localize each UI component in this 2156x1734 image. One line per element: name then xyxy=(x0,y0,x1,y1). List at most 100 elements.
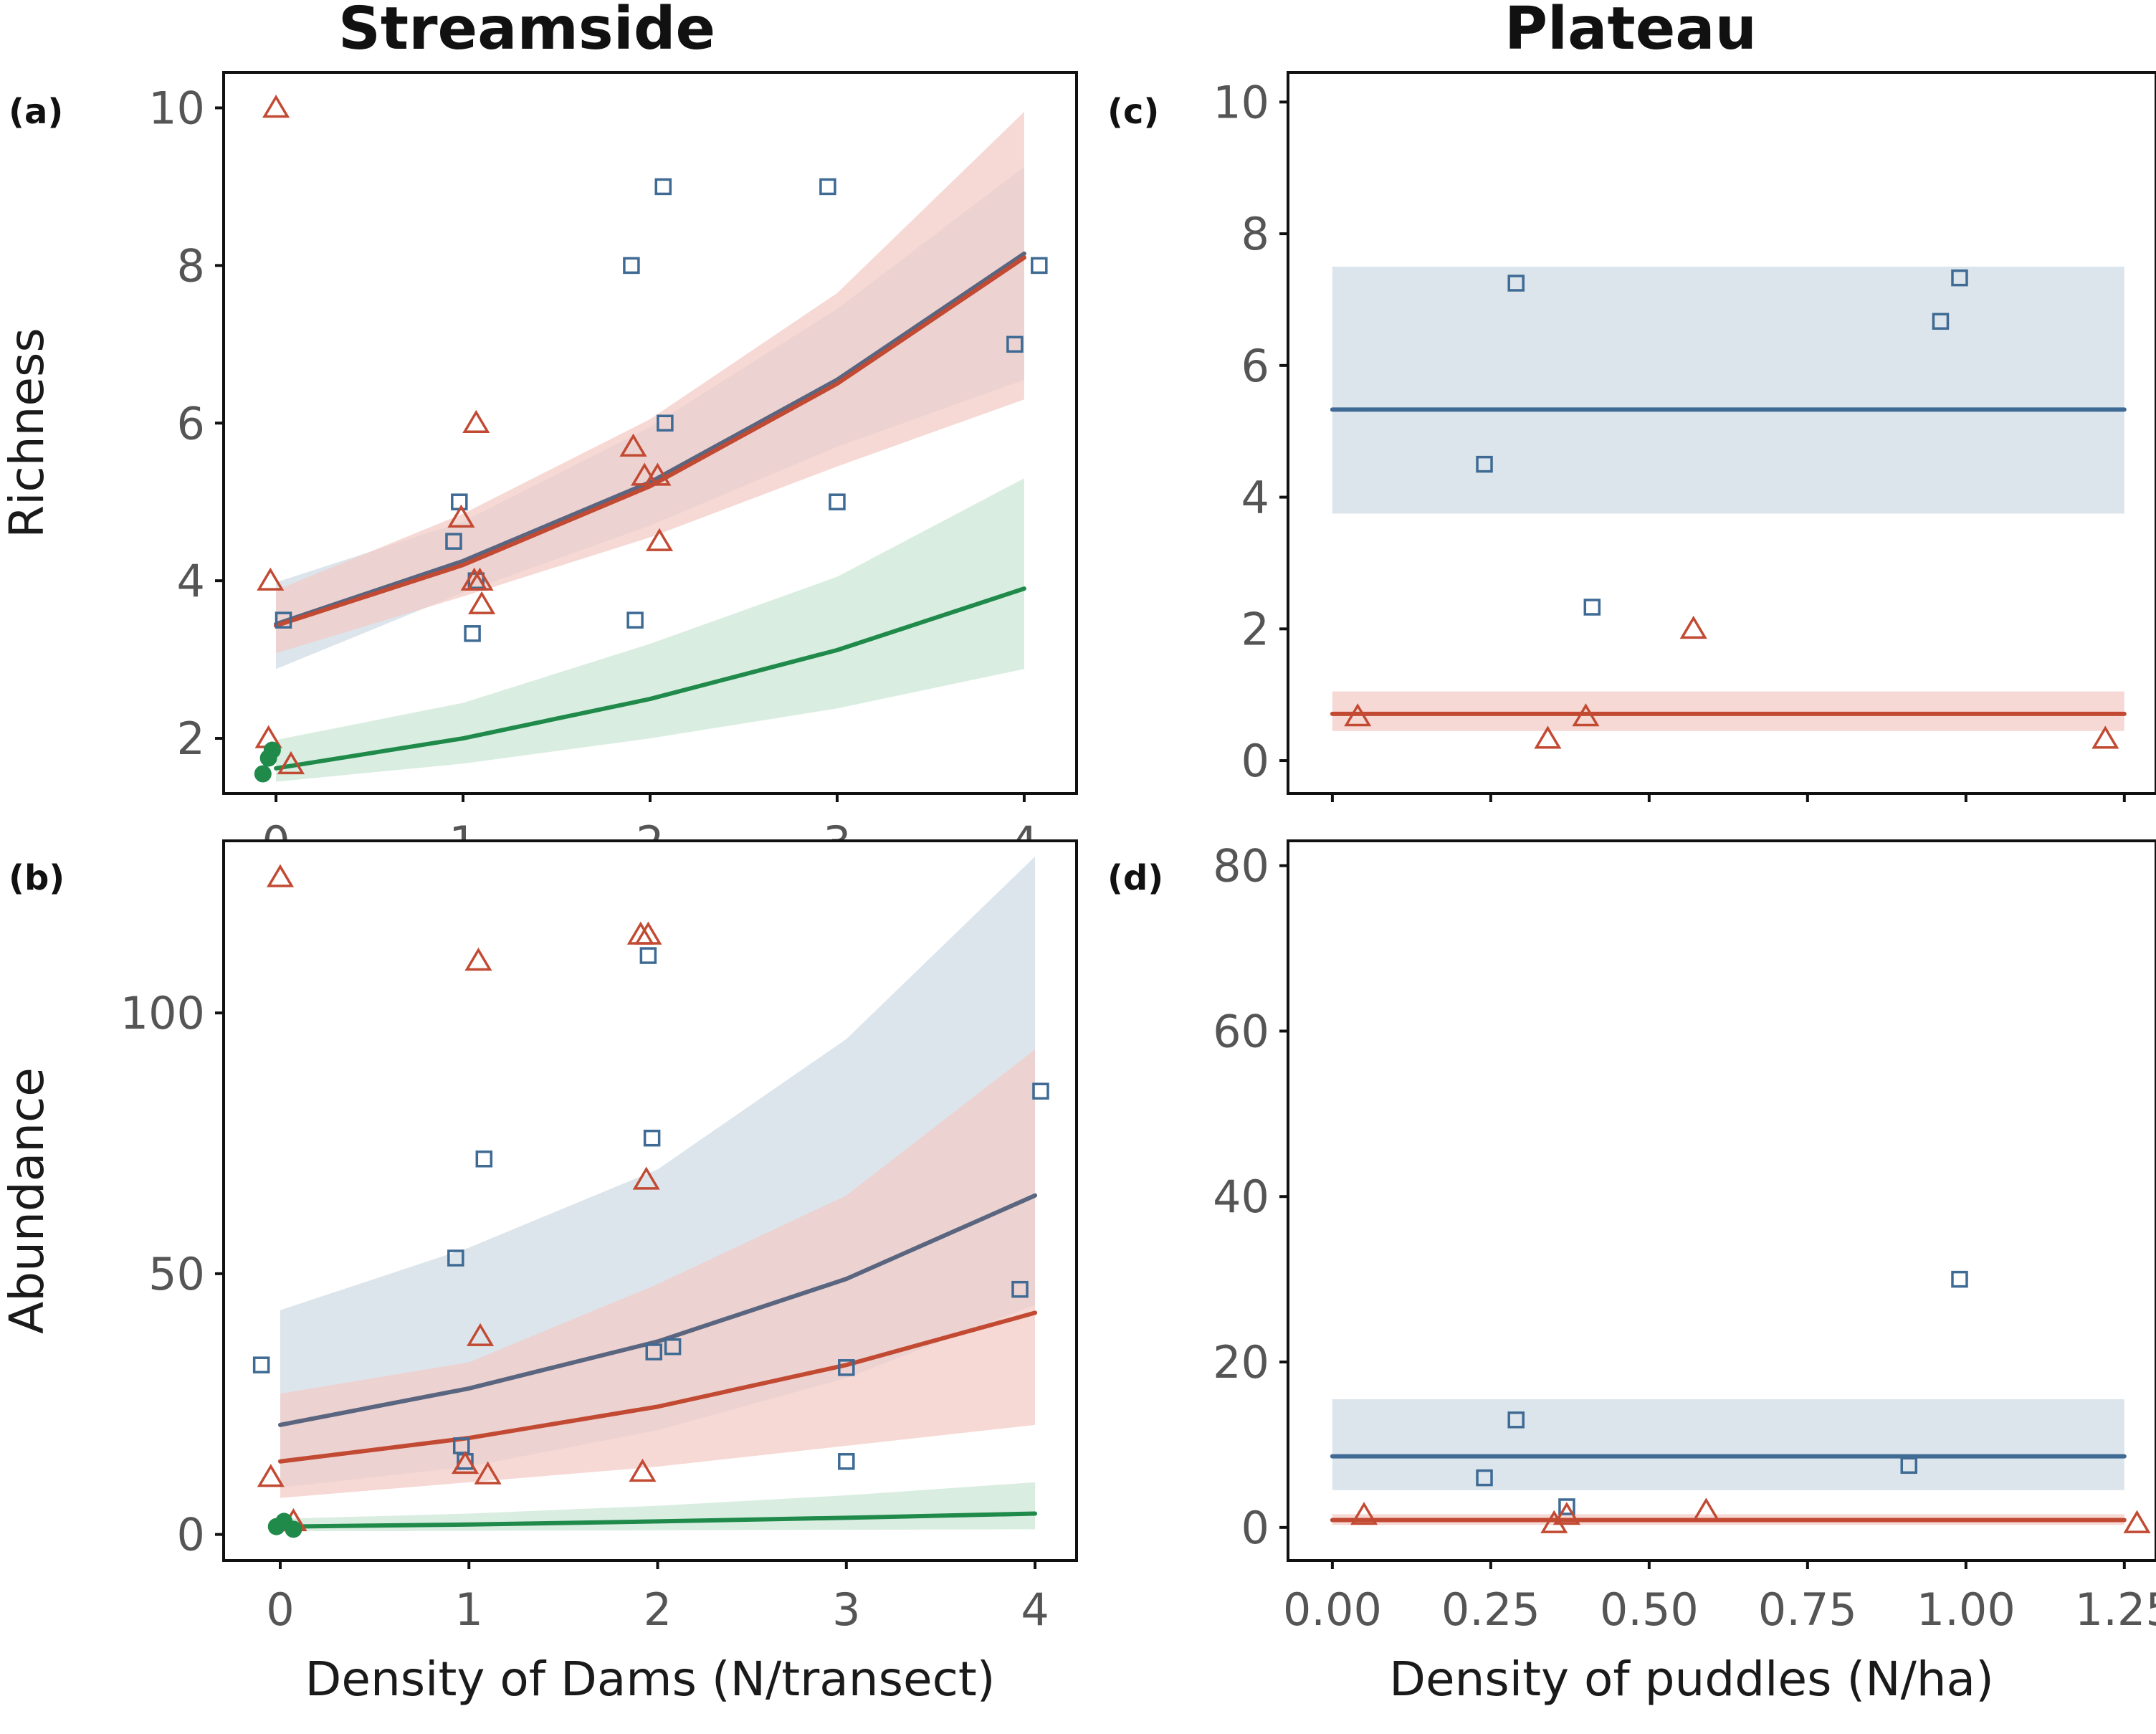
panel-a-point-square xyxy=(626,611,644,629)
panel-a-point-triangle xyxy=(644,462,672,486)
panel-b-point-triangle xyxy=(464,947,492,971)
panel-d-xtick-label: 0.50 xyxy=(1600,1583,1699,1636)
panel-d-ytick-label: 0 xyxy=(1241,1502,1269,1554)
panel-a-ytick-label: 6 xyxy=(177,397,205,449)
panel-d-point-triangle xyxy=(1692,1497,1720,1521)
panel-b-plot-area xyxy=(277,856,1038,1532)
panel-a-point-square xyxy=(275,611,292,629)
panel-d-point-triangle xyxy=(1350,1502,1378,1525)
panel-b-x-axis-title: Density of Dams (N/transect) xyxy=(305,1652,996,1707)
panel-a-point-square xyxy=(464,625,481,642)
panel-b-xtick-label: 1 xyxy=(455,1583,483,1636)
panel-b-point-triangle xyxy=(266,864,295,887)
panel-b-point-square xyxy=(643,1129,661,1147)
panel-c-ytick-label: 4 xyxy=(1241,472,1269,524)
panel-a-band-triangles xyxy=(276,111,1024,654)
panel-d-ytick-label: 20 xyxy=(1213,1336,1269,1388)
panel-a-fit-line-squares xyxy=(274,251,1026,627)
panel-b-fit-line-triangles xyxy=(277,1310,1038,1464)
panel-a-point-square xyxy=(654,178,672,196)
panel-c-point-square xyxy=(1476,455,1493,473)
panel-c-ytick-label: 8 xyxy=(1241,208,1269,260)
panel-d-point-square xyxy=(1558,1498,1575,1515)
panel-b-xtick-label: 3 xyxy=(832,1583,860,1636)
panel-d-xtick-label: 0.25 xyxy=(1441,1583,1540,1636)
panel-c-point-triangle xyxy=(2091,725,2119,749)
panel-c-ytick-label: 0 xyxy=(1241,735,1269,787)
panel-a-point-square xyxy=(1006,335,1024,353)
panel-a-point-square xyxy=(657,414,674,432)
panel-c-point-square xyxy=(1583,599,1601,616)
panel-d: 0 20 40 60 80 0.00 0.25 0.50 0.75 1.00 1.25 (d) Dens… xyxy=(1107,839,2156,1707)
panel-d-point-triangle xyxy=(2123,1510,2151,1533)
panel-d-point-triangle xyxy=(1552,1502,1581,1525)
panel-c-point-triangle xyxy=(1344,703,1372,727)
panel-b-point-triangle xyxy=(451,1450,480,1475)
panel-d-ytick-label: 80 xyxy=(1213,840,1269,892)
panel-b-point-square xyxy=(838,1453,855,1470)
panel-a-fit-line-triangles xyxy=(274,255,1026,628)
panel-b-ytick-label: 50 xyxy=(148,1248,205,1300)
panel-a-point-triangle xyxy=(257,567,285,591)
panel-c-band-triangles xyxy=(1332,691,2124,731)
panel-b-point-square xyxy=(838,1359,855,1376)
panel-b-point-square xyxy=(639,947,657,964)
panel-c-point-triangle xyxy=(1572,703,1600,727)
panel-a-point-triangle xyxy=(619,433,647,457)
panel-c-ytick-label: 2 xyxy=(1241,603,1269,655)
panel-b-point-square xyxy=(645,1343,663,1361)
panel-c-point-triangle xyxy=(1534,725,1562,749)
panel-b-point-square xyxy=(447,1249,464,1267)
panel-d-point-square xyxy=(1476,1469,1493,1487)
panel-b-point-triangle xyxy=(629,1458,657,1482)
panel-b-point-square xyxy=(252,1356,270,1373)
panel-a-point-triangle xyxy=(645,528,674,551)
panel-c-point-triangle xyxy=(1679,615,1707,639)
panel-d-xtick-label: 0.00 xyxy=(1283,1583,1382,1636)
panel-b-y-axis-title: Abundance xyxy=(0,1067,54,1334)
panel-d-xtick-label: 1.25 xyxy=(2075,1583,2156,1636)
panel-b-label: (b) xyxy=(9,858,65,898)
panel-a-point-triangle xyxy=(277,751,305,775)
panel-a-point-square xyxy=(445,533,462,550)
panel-a-ytick-label: 8 xyxy=(177,239,205,292)
panel-b-xtick-label: 4 xyxy=(1021,1583,1049,1636)
column-title-streamside: Streamside xyxy=(338,0,715,63)
panel-b-point-square xyxy=(452,1437,470,1454)
panel-c-plot-area xyxy=(1330,267,2127,731)
panel-b-point-triangle xyxy=(632,1166,660,1190)
panel-b-point-square xyxy=(664,1338,682,1356)
panel-a-point-square xyxy=(829,493,846,510)
panel-c-point-square xyxy=(1932,313,1950,330)
panel-b-point-square xyxy=(475,1151,493,1168)
panel-c-point-square xyxy=(1951,269,1968,287)
panel-d-xtick-label: 0.75 xyxy=(1758,1583,1857,1636)
panel-a-point-circle xyxy=(263,741,281,759)
panel-a-label: (a) xyxy=(9,92,63,132)
panel-d-x-axis-title: Density of puddles (N/ha) xyxy=(1389,1652,1994,1707)
panel-a-point-circle xyxy=(254,765,272,783)
panel-a-point-triangle xyxy=(447,504,475,528)
panel-a-point-square xyxy=(623,257,640,275)
panel-b-xtick-label: 0 xyxy=(266,1583,294,1636)
panel-b-point-triangle xyxy=(466,1323,495,1346)
panel-b-xtick-label: 2 xyxy=(644,1583,672,1636)
panel-a-point-square xyxy=(819,178,836,196)
panel-a-ytick-label: 10 xyxy=(148,82,205,134)
panel-a-plot-area xyxy=(274,111,1026,782)
panel-c-point-square xyxy=(1507,275,1525,292)
panel-b-fit-line-circles xyxy=(277,1511,1038,1529)
panel-d-point-triangle xyxy=(1540,1510,1568,1533)
panel-b-band-triangles xyxy=(280,1049,1036,1498)
panel-a-point-triangle xyxy=(462,409,490,434)
panel-a-point-triangle xyxy=(631,462,659,486)
panel-b-point-triangle xyxy=(257,1464,285,1487)
panel-d-plot-area xyxy=(1330,1399,2127,1525)
panel-a-ytick-label: 4 xyxy=(177,555,205,607)
panel-a-ytick-label: 2 xyxy=(177,713,205,765)
panel-d-xtick-label: 1.00 xyxy=(1917,1583,2016,1636)
panel-a-point-triangle xyxy=(262,95,290,118)
panel-a-y-axis-title: Richness xyxy=(0,328,54,538)
panel-a-point-triangle xyxy=(468,591,496,614)
